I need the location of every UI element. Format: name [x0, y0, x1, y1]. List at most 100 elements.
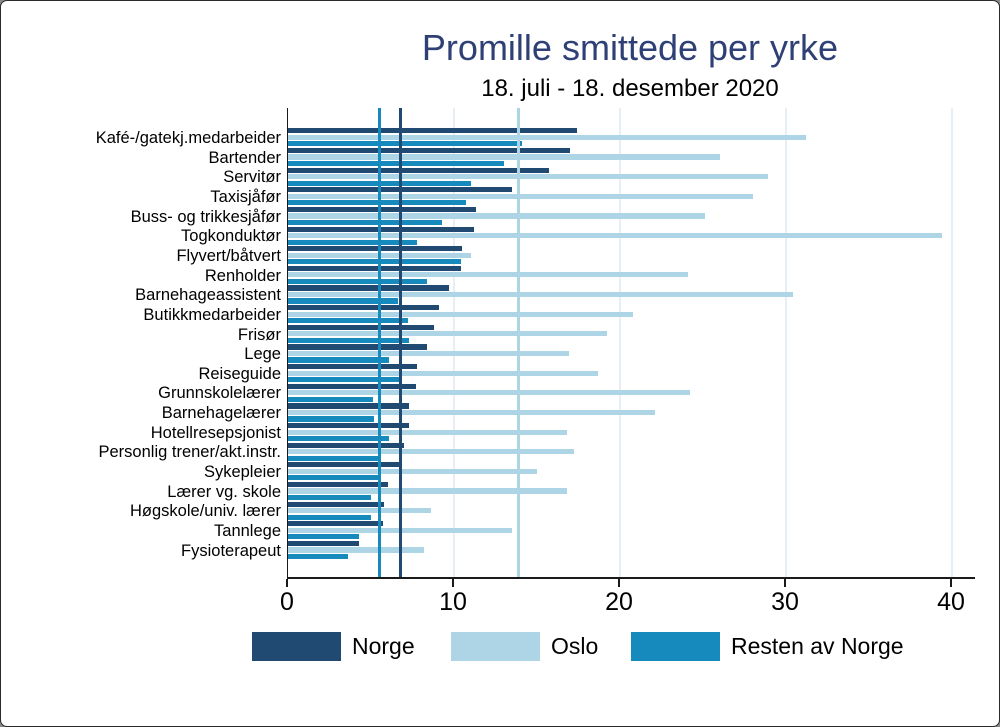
bar-oslo-15: [288, 409, 655, 416]
bar-resten-av-norge-19: [288, 494, 371, 501]
bar-norge-17: [288, 442, 405, 448]
bar-norge-1: [288, 128, 577, 134]
legend-item-oslo: Oslo: [451, 632, 598, 661]
bar-norge-15: [288, 403, 410, 409]
category-label-13: Reiseguide: [198, 364, 281, 383]
bar-oslo-4: [288, 193, 753, 199]
reference-line-oslo: [517, 108, 521, 577]
gridline-x-40: [951, 108, 953, 577]
bar-resten-av-norge-9: [288, 298, 398, 304]
legend-label: Norge: [352, 633, 415, 659]
category-label-2: Bartender: [208, 148, 281, 167]
bar-resten-av-norge-18: [288, 475, 378, 481]
bar-norge-20: [288, 501, 385, 507]
reference-line-resten-av-norge: [377, 108, 381, 577]
bar-resten-av-norge-16: [288, 436, 390, 442]
x-axis-line: [287, 577, 975, 579]
bar-oslo-12: [288, 350, 569, 357]
plot-area: [287, 108, 974, 577]
bar-oslo-1: [288, 134, 806, 140]
bar-resten-av-norge-14: [288, 396, 373, 402]
x-tick-label-30: 30: [771, 588, 799, 616]
legend-label: Resten av Norge: [731, 633, 904, 659]
category-label-6: Togkonduktør: [181, 227, 281, 246]
bar-oslo-16: [288, 429, 567, 435]
legend-item-resten-av-norge: Resten av Norge: [631, 632, 904, 661]
category-label-17: Personlig trener/akt.instr.: [98, 443, 282, 462]
bar-resten-av-norge-8: [288, 278, 428, 284]
bar-norge-7: [288, 246, 463, 252]
category-label-3: Servitør: [223, 168, 281, 187]
reference-line-norge: [399, 108, 403, 577]
bar-norge-6: [288, 226, 474, 232]
bar-norge-19: [288, 481, 388, 488]
bar-resten-av-norge-7: [288, 259, 461, 265]
bar-norge-11: [288, 324, 435, 330]
bar-norge-16: [288, 423, 410, 429]
bar-oslo-9: [288, 291, 793, 298]
bar-norge-5: [288, 206, 476, 213]
bar-norge-12: [288, 344, 428, 350]
bar-norge-10: [288, 305, 440, 311]
bar-resten-av-norge-13: [288, 377, 400, 383]
legend-item-norge: Norge: [252, 632, 415, 661]
bar-oslo-13: [288, 370, 599, 376]
bar-norge-22: [288, 540, 360, 547]
bar-norge-8: [288, 265, 461, 271]
category-label-14: Grunnskolelærer: [158, 384, 281, 403]
bar-resten-av-norge-17: [288, 455, 381, 461]
bar-resten-av-norge-15: [288, 416, 375, 422]
category-label-18: Sykepleier: [203, 463, 281, 482]
chart-title: Promille smittede per yrke: [421, 27, 839, 68]
bar-resten-av-norge-4: [288, 200, 466, 206]
category-label-10: Butikkmedarbeider: [143, 305, 281, 324]
bar-oslo-17: [288, 449, 574, 455]
x-tick-label-20: 20: [605, 588, 633, 616]
chart-subtitle: 18. juli - 18. desember 2020: [481, 75, 779, 102]
bar-oslo-19: [288, 488, 567, 494]
bar-oslo-22: [288, 547, 425, 553]
category-label-16: Hotellresepsjonist: [150, 423, 281, 442]
bar-resten-av-norge-20: [288, 514, 371, 520]
bar-oslo-10: [288, 311, 634, 317]
bar-resten-av-norge-22: [288, 553, 348, 560]
x-tick-20: [618, 579, 620, 587]
bar-norge-2: [288, 147, 571, 154]
x-tick-0: [286, 579, 288, 587]
category-label-15: Barnehagelærer: [161, 404, 281, 423]
bar-resten-av-norge-11: [288, 337, 410, 343]
category-label-9: Barnehageassistent: [135, 286, 281, 305]
bar-resten-av-norge-21: [288, 534, 360, 540]
category-label-20: Høgskole/univ. lærer: [130, 502, 281, 521]
bar-oslo-8: [288, 272, 689, 278]
category-label-11: Frisør: [237, 325, 281, 344]
x-tick-label-10: 10: [439, 588, 467, 616]
legend-swatch-oslo: [451, 632, 540, 661]
x-tick-label-0: 0: [280, 588, 294, 616]
gridline-x-20: [619, 108, 621, 577]
category-label-8: Renholder: [204, 266, 281, 285]
x-tick-label-40: 40: [937, 588, 965, 616]
bar-resten-av-norge-12: [288, 357, 390, 363]
bar-resten-av-norge-5: [288, 219, 443, 226]
legend-swatch-norge: [252, 632, 341, 661]
x-tick-30: [784, 579, 786, 587]
bar-resten-av-norge-2: [288, 160, 504, 167]
legend-swatch-resten: [631, 632, 720, 661]
bar-norge-9: [288, 285, 450, 291]
gridline-x-30: [785, 108, 787, 577]
bar-norge-3: [288, 167, 549, 173]
category-label-19: Lærer vg. skole: [167, 482, 281, 501]
category-label-12: Lege: [244, 345, 281, 364]
bar-oslo-5: [288, 213, 705, 219]
gridline-x-10: [453, 108, 455, 577]
bar-oslo-2: [288, 154, 720, 160]
bar-oslo-6: [288, 233, 943, 239]
category-label-21: Tannlege: [214, 522, 281, 540]
bar-norge-13: [288, 364, 418, 370]
category-label-22: Fysioterapeut: [181, 541, 281, 560]
category-label-7: Flyvert/båtvert: [176, 246, 281, 265]
bar-oslo-14: [288, 390, 690, 396]
category-label-5: Buss- og trikkesjåfør: [130, 207, 281, 226]
